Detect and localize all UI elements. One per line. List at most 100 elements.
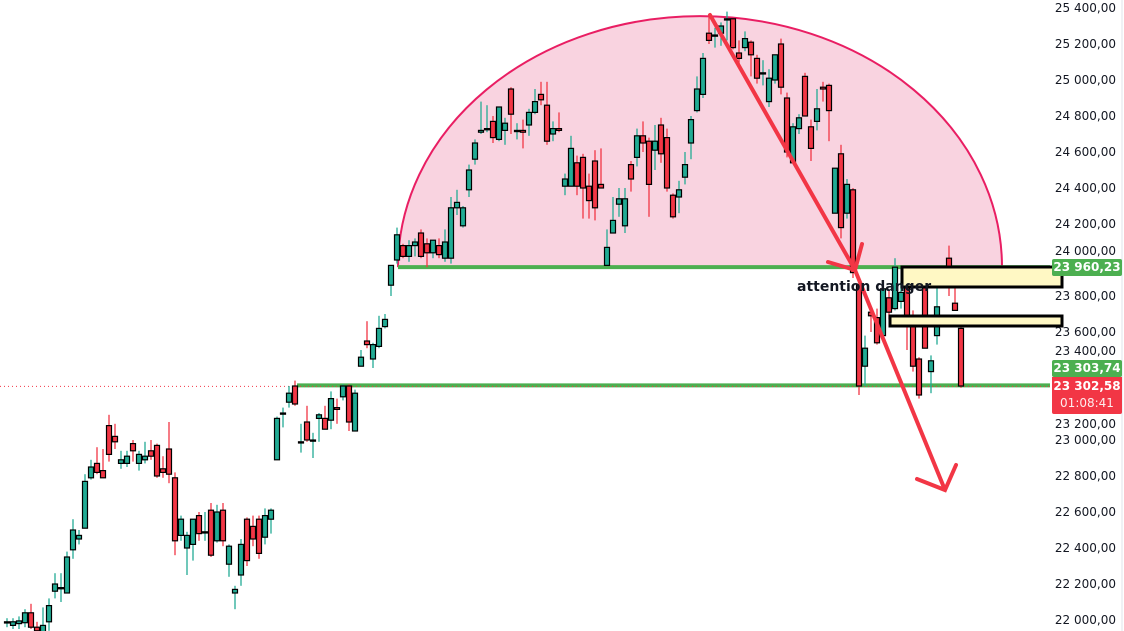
- candle-down: [27, 612, 35, 628]
- candle-up: [87, 466, 95, 479]
- candle-up: [891, 266, 899, 310]
- annotation-attention-danger: attention danger: [797, 279, 932, 295]
- candle-down: [207, 509, 215, 556]
- candle-up: [897, 291, 905, 302]
- candle-down: [99, 470, 107, 479]
- candle-down: [579, 156, 587, 189]
- candle-up: [693, 88, 701, 112]
- candle-down: [915, 358, 923, 396]
- y-tick-label: 25 400,00: [1055, 1, 1116, 15]
- candle-down: [519, 129, 527, 133]
- candle-up: [927, 360, 935, 373]
- y-tick-label: 24 400,00: [1055, 181, 1116, 195]
- candle-down: [555, 128, 563, 132]
- supply-zone-upper: [900, 265, 1064, 289]
- candle-down: [105, 425, 113, 456]
- candle-down: [801, 75, 809, 117]
- candle-up: [501, 122, 509, 131]
- candle-up: [285, 392, 293, 403]
- candle-up: [621, 198, 629, 227]
- candle-up: [39, 624, 47, 631]
- candle-down: [111, 435, 119, 443]
- candle-up: [69, 529, 77, 551]
- candle-up: [615, 198, 623, 205]
- candle-down: [33, 626, 41, 631]
- candle-up: [465, 169, 473, 191]
- y-tick-label: 22 000,00: [1055, 613, 1116, 627]
- candle-up: [405, 245, 413, 258]
- candle-up: [483, 128, 491, 131]
- candle-up: [567, 147, 575, 187]
- candle-up: [21, 612, 29, 624]
- candle-up: [495, 106, 503, 141]
- y-tick-label: 23 200,00: [1055, 417, 1116, 431]
- candle-down: [195, 514, 203, 535]
- candle-down: [807, 126, 815, 150]
- candle-up: [237, 543, 245, 576]
- candle-up: [201, 531, 209, 534]
- candle-down: [645, 140, 653, 185]
- candle-up: [759, 72, 767, 75]
- y-tick-label: 23 400,00: [1055, 344, 1116, 358]
- candle-up: [411, 241, 419, 247]
- candle-down: [573, 162, 581, 187]
- candle-up: [279, 412, 287, 415]
- candle-up: [609, 219, 617, 234]
- candle-up: [831, 167, 839, 214]
- candle-up: [861, 347, 869, 367]
- candle-down: [417, 232, 425, 257]
- price-tag-support: 23 303,74: [1052, 360, 1122, 377]
- candle-down: [639, 135, 647, 144]
- candle-up: [765, 77, 773, 103]
- candle-down: [855, 284, 863, 387]
- candle-down: [753, 57, 761, 79]
- candle-down: [747, 41, 755, 56]
- candle-up: [339, 385, 347, 398]
- candle-up: [459, 207, 467, 227]
- candle-up: [477, 129, 485, 133]
- candle-up: [9, 621, 17, 626]
- candle-up: [651, 140, 659, 151]
- candle-down: [243, 518, 251, 562]
- price-tag-last: 23 302,58 01:08:41: [1052, 377, 1122, 414]
- candle-up: [357, 356, 365, 367]
- candle-up: [267, 509, 275, 520]
- candle-down: [345, 385, 353, 423]
- candle-down: [303, 421, 311, 441]
- candle-up: [711, 34, 719, 37]
- candle-down: [819, 86, 827, 90]
- candle-up: [117, 459, 125, 464]
- candle-up: [699, 57, 707, 96]
- candle-down: [705, 32, 713, 42]
- candle-up: [531, 100, 539, 113]
- candle-down: [129, 443, 137, 452]
- candle-up: [189, 518, 197, 546]
- candle-up: [561, 178, 569, 187]
- candle-down: [147, 450, 155, 457]
- candle-down: [585, 185, 593, 202]
- projection-arrow: [853, 268, 958, 493]
- candle-down: [777, 43, 785, 88]
- candle-up: [213, 511, 221, 542]
- candle-up: [387, 264, 395, 286]
- candle-up: [231, 588, 239, 594]
- candle-up: [471, 142, 479, 160]
- candle-up: [273, 417, 281, 461]
- candle-up: [633, 135, 641, 159]
- candle-up: [771, 54, 779, 81]
- candle-up: [525, 111, 533, 126]
- candle-up: [351, 392, 359, 432]
- candle-up: [57, 586, 65, 590]
- candle-down: [849, 189, 857, 274]
- candle-down: [627, 164, 635, 180]
- candle-up: [51, 583, 59, 592]
- candle-up: [3, 621, 11, 624]
- candle-down: [663, 137, 671, 189]
- candle-up: [123, 455, 131, 465]
- y-tick-label: 22 400,00: [1055, 541, 1116, 555]
- candle-down: [669, 194, 677, 218]
- candle-up: [375, 327, 383, 347]
- candle-down: [93, 462, 101, 473]
- candle-up: [429, 239, 437, 254]
